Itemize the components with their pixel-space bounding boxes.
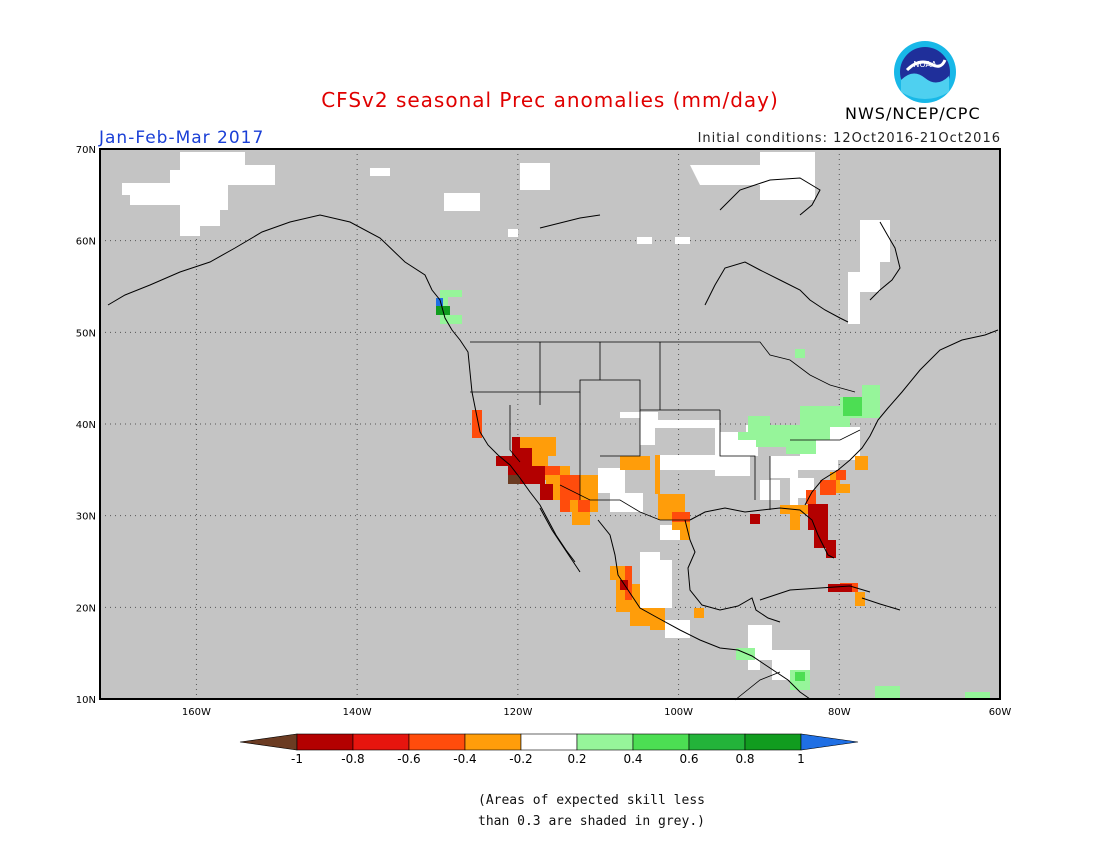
near-normal-areas — [122, 152, 890, 680]
moderate-negative-areas — [472, 410, 858, 600]
noaa-logo: NOAA — [894, 41, 956, 103]
lon-label: 80W — [828, 707, 851, 718]
skill-footnote: (Areas of expected skill less than 0.3 a… — [478, 790, 705, 832]
axis-labels: 160W 140W 120W 100W 80W 60W 70N 60N 50N 40N 30N 20N… — [76, 145, 1012, 718]
logo-text: NOAA — [913, 60, 937, 69]
chart-title: CFSv2 seasonal Prec anomalies (mm/day) — [321, 88, 779, 112]
coastlines — [107, 177, 999, 700]
lon-label: 160W — [182, 707, 211, 718]
season-label: Jan-Feb-Mar 2017 — [99, 128, 265, 148]
lat-label: 10N — [76, 695, 96, 706]
lon-label: 60W — [989, 707, 1012, 718]
initial-conditions: Initial conditions: 12Oct2016-21Oct2016 — [697, 131, 1001, 146]
lat-label: 20N — [76, 603, 96, 614]
lat-label: 60N — [76, 237, 96, 248]
footnote-line-1: (Areas of expected skill less — [478, 793, 705, 808]
lat-label: 50N — [76, 328, 96, 339]
lon-label: 140W — [343, 707, 372, 718]
political-boundaries — [470, 341, 861, 701]
lon-label: 120W — [503, 707, 532, 718]
lat-label: 30N — [76, 512, 96, 523]
lat-label: 70N — [76, 145, 96, 156]
lon-label: 100W — [664, 707, 693, 718]
moderate-positive-areas — [795, 397, 862, 681]
footnote-line-2: than 0.3 are shaded in grey.) — [478, 814, 705, 829]
map-frame — [99, 148, 1001, 700]
agency-label: NWS/NCEP/CPC — [845, 104, 981, 123]
max-negative-areas — [508, 475, 520, 484]
lat-label: 40N — [76, 420, 96, 431]
